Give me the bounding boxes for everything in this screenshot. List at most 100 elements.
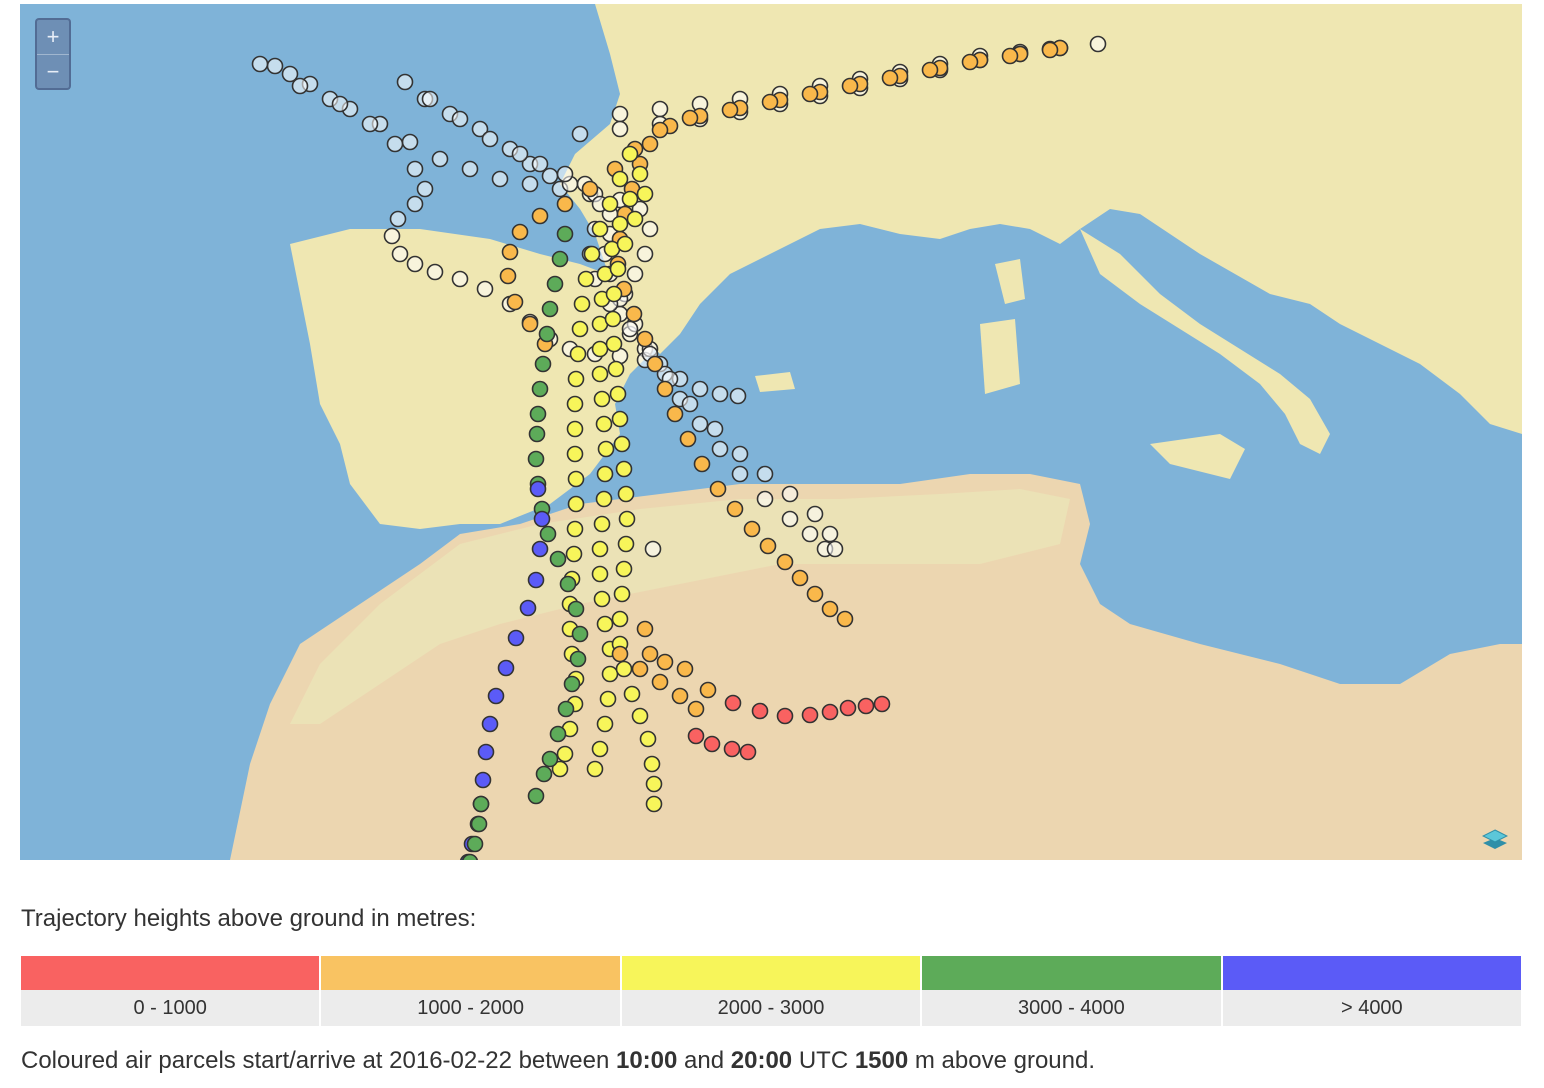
trajectory-marker[interactable]: [621, 145, 639, 163]
trajectory-marker[interactable]: [539, 525, 557, 543]
trajectory-marker[interactable]: [556, 195, 574, 213]
trajectory-marker[interactable]: [639, 730, 657, 748]
trajectory-marker[interactable]: [529, 480, 547, 498]
trajectory-marker[interactable]: [607, 360, 625, 378]
trajectory-marker[interactable]: [593, 515, 611, 533]
trajectory-marker[interactable]: [609, 260, 627, 278]
trajectory-marker[interactable]: [531, 155, 549, 173]
trajectory-marker[interactable]: [499, 267, 517, 285]
trajectory-marker[interactable]: [451, 270, 469, 288]
trajectory-marker[interactable]: [569, 650, 587, 668]
trajectory-marker[interactable]: [644, 540, 662, 558]
trajectory-marker[interactable]: [471, 120, 489, 138]
trajectory-marker[interactable]: [481, 715, 499, 733]
trajectory-marker[interactable]: [541, 750, 559, 768]
trajectory-marker[interactable]: [531, 207, 549, 225]
trajectory-marker[interactable]: [671, 687, 689, 705]
trajectory-marker[interactable]: [546, 275, 564, 293]
trajectory-marker[interactable]: [416, 180, 434, 198]
trajectory-marker[interactable]: [781, 485, 799, 503]
trajectory-marker[interactable]: [651, 121, 669, 139]
trajectory-marker[interactable]: [636, 245, 654, 263]
trajectory-marker[interactable]: [626, 265, 644, 283]
trajectory-marker[interactable]: [801, 525, 819, 543]
trajectory-marker[interactable]: [566, 395, 584, 413]
trajectory-marker[interactable]: [615, 660, 633, 678]
trajectory-marker[interactable]: [596, 465, 614, 483]
trajectory-marker[interactable]: [573, 295, 591, 313]
trajectory-marker[interactable]: [591, 740, 609, 758]
trajectory-marker[interactable]: [681, 395, 699, 413]
trajectory-marker[interactable]: [643, 755, 661, 773]
trajectory-marker[interactable]: [615, 560, 633, 578]
trajectory-marker[interactable]: [641, 135, 659, 153]
trajectory-marker[interactable]: [521, 315, 539, 333]
trajectory-marker[interactable]: [636, 185, 654, 203]
trajectory-marker[interactable]: [563, 675, 581, 693]
trajectory-marker[interactable]: [679, 430, 697, 448]
trajectory-marker[interactable]: [617, 485, 635, 503]
trajectory-marker[interactable]: [617, 535, 635, 553]
trajectory-marker[interactable]: [806, 505, 824, 523]
trajectory-marker[interactable]: [549, 725, 567, 743]
trajectory-marker[interactable]: [611, 215, 629, 233]
trajectory-marker[interactable]: [389, 210, 407, 228]
trajectory-marker[interactable]: [759, 537, 777, 555]
trajectory-marker[interactable]: [566, 445, 584, 463]
trajectory-marker[interactable]: [591, 540, 609, 558]
trajectory-marker[interactable]: [596, 615, 614, 633]
trajectory-marker[interactable]: [651, 673, 669, 691]
trajectory-marker[interactable]: [481, 130, 499, 148]
trajectory-marker[interactable]: [487, 687, 505, 705]
trajectory-marker[interactable]: [645, 795, 663, 813]
trajectory-marker[interactable]: [618, 510, 636, 528]
trajectory-marker[interactable]: [699, 681, 717, 699]
trajectory-marker[interactable]: [567, 495, 585, 513]
trajectory-marker[interactable]: [615, 460, 633, 478]
trajectory-marker[interactable]: [472, 795, 490, 813]
trajectory-marker[interactable]: [591, 565, 609, 583]
trajectory-marker[interactable]: [687, 700, 705, 718]
trajectory-marker[interactable]: [531, 540, 549, 558]
trajectory-marker[interactable]: [401, 133, 419, 151]
trajectory-marker[interactable]: [729, 387, 747, 405]
trajectory-marker[interactable]: [571, 625, 589, 643]
trajectory-marker[interactable]: [613, 585, 631, 603]
trajectory-marker[interactable]: [470, 815, 488, 833]
trajectory-marker[interactable]: [595, 415, 613, 433]
trajectory-marker[interactable]: [431, 150, 449, 168]
trajectory-marker[interactable]: [474, 771, 492, 789]
trajectory-marker[interactable]: [703, 735, 721, 753]
trajectory-marker[interactable]: [756, 465, 774, 483]
trajectory-marker[interactable]: [961, 53, 979, 71]
trajectory-marker[interactable]: [597, 440, 615, 458]
trajectory-marker[interactable]: [1001, 47, 1019, 65]
trajectory-marker[interactable]: [666, 405, 684, 423]
trajectory-marker[interactable]: [501, 243, 519, 261]
trajectory-marker[interactable]: [266, 57, 284, 75]
trajectory-marker[interactable]: [507, 629, 525, 647]
trajectory-marker[interactable]: [461, 853, 479, 861]
trajectory-marker[interactable]: [567, 370, 585, 388]
trajectory-marker[interactable]: [709, 480, 727, 498]
trajectory-marker[interactable]: [836, 610, 854, 628]
trajectory-marker[interactable]: [383, 227, 401, 245]
trajectory-marker[interactable]: [519, 599, 537, 617]
trajectory-marker[interactable]: [521, 175, 539, 193]
trajectory-marker[interactable]: [599, 690, 617, 708]
trajectory-marker[interactable]: [676, 660, 694, 678]
trajectory-marker[interactable]: [691, 415, 709, 433]
trajectory-marker[interactable]: [611, 105, 629, 123]
trajectory-marker[interactable]: [711, 440, 729, 458]
trajectory-marker[interactable]: [556, 165, 574, 183]
trajectory-marker[interactable]: [604, 310, 622, 328]
trajectory-marker[interactable]: [721, 101, 739, 119]
trajectory-marker[interactable]: [626, 210, 644, 228]
trajectory-marker[interactable]: [601, 665, 619, 683]
trajectory-marker[interactable]: [527, 787, 545, 805]
trajectory-marker[interactable]: [731, 445, 749, 463]
trajectory-marker[interactable]: [535, 765, 553, 783]
trajectory-marker[interactable]: [611, 120, 629, 138]
trajectory-marker[interactable]: [821, 600, 839, 618]
trajectory-marker[interactable]: [591, 220, 609, 238]
